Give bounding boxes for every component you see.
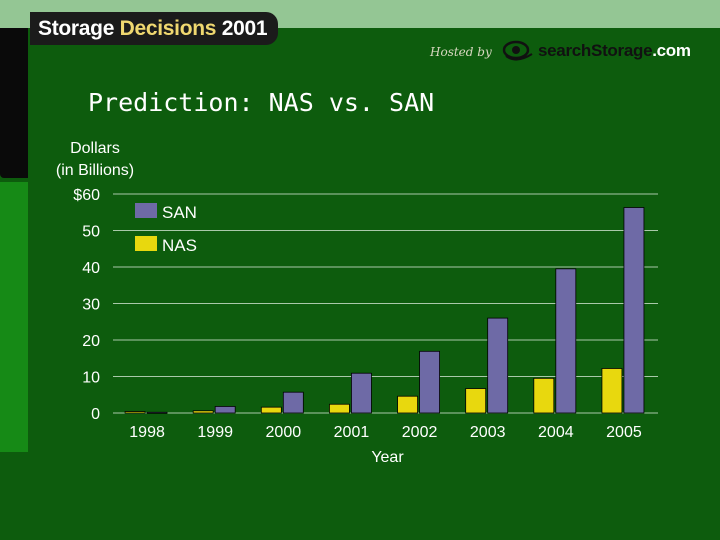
bar-nas-1999 <box>192 410 214 414</box>
logo-year: 2001 <box>221 16 268 40</box>
site-dotcom: .com <box>652 41 691 60</box>
bar-nas-2002 <box>397 395 418 414</box>
x-tick-label: 2003 <box>470 424 506 441</box>
x-tick-label: 2002 <box>402 424 438 441</box>
bar-nas-2001 <box>329 403 350 414</box>
y-axis-label: Dollars (in Billions) <box>40 138 150 182</box>
bar-nas-2004 <box>533 377 555 414</box>
x-tick-label: 2000 <box>266 424 302 441</box>
bars <box>124 207 645 414</box>
y-tick-label: 50 <box>82 224 100 241</box>
x-tick-label: 2004 <box>538 424 574 441</box>
page-title: Prediction: NAS vs. SAN <box>88 88 435 117</box>
logo-decisions: Decisions <box>119 16 217 40</box>
event-logo: Storage Decisions 2001 <box>30 12 278 45</box>
site-search: search <box>538 41 592 60</box>
y-tick-label: 30 <box>82 297 100 314</box>
eye-icon <box>502 40 533 61</box>
x-tick-label: 2001 <box>334 424 370 441</box>
left-strip-light <box>0 182 28 452</box>
bar-nas-2005 <box>601 368 623 414</box>
search-storage-logo: searchStorage.com <box>538 41 691 61</box>
y-axis-label-line2: (in Billions) <box>55 162 135 179</box>
y-tick-labels: $60 50 40 30 20 10 0 <box>73 187 100 423</box>
x-axis-label: Year <box>371 449 404 466</box>
legend-swatch-san <box>135 203 157 218</box>
legend-swatch-nas <box>135 236 157 251</box>
left-strip-dark <box>0 28 28 178</box>
bar-san-2003 <box>487 317 509 414</box>
x-tick-labels: 1998 1999 2000 2001 2002 2003 2004 2005 <box>129 424 642 441</box>
bar-nas-1998 <box>124 411 146 414</box>
y-tick-label: 0 <box>91 406 100 423</box>
hosted-by-text: Hosted by <box>430 45 492 59</box>
logo-storage: Storage <box>38 16 115 40</box>
legend-label-nas: NAS <box>162 236 197 255</box>
bar-san-2004 <box>555 268 577 414</box>
y-tick-label: 40 <box>82 260 100 277</box>
bar-nas-2003 <box>465 388 487 414</box>
site-storage: Storage <box>591 41 653 60</box>
bar-san-2000 <box>282 391 304 414</box>
x-tick-label: 2005 <box>606 424 642 441</box>
y-axis-label-line1: Dollars <box>70 140 120 157</box>
y-tick-label: 20 <box>82 333 100 350</box>
bar-san-2002 <box>419 350 440 414</box>
bar-san-2001 <box>351 372 372 414</box>
x-tick-label: 1998 <box>129 424 165 441</box>
y-tick-label: 10 <box>82 370 100 387</box>
legend-label-san: SAN <box>162 203 197 222</box>
y-tick-label: $60 <box>73 187 100 204</box>
bar-san-1998 <box>146 411 168 414</box>
bar-nas-2000 <box>260 406 282 414</box>
x-tick-label: 1999 <box>197 424 233 441</box>
bar-san-2005 <box>623 207 645 414</box>
legend: SAN NAS <box>135 203 197 255</box>
gridlines <box>113 193 658 414</box>
bar-san-1999 <box>214 406 236 414</box>
